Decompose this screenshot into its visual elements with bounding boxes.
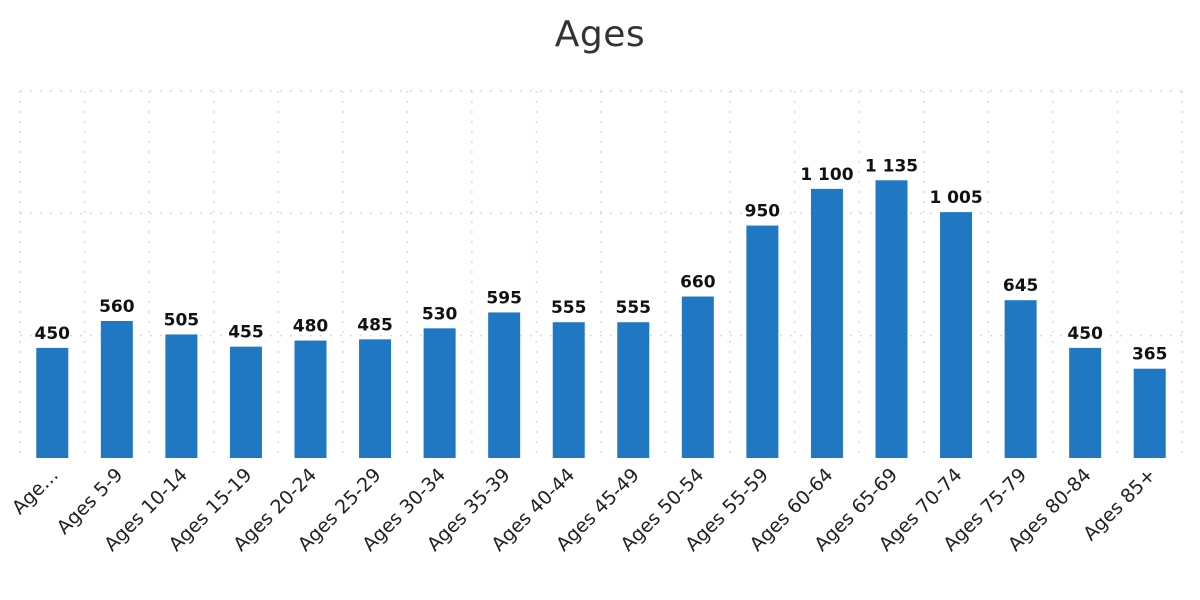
data-label-5: 485 — [357, 315, 393, 335]
data-label-13: 1 135 — [865, 156, 918, 176]
bar-11 — [746, 225, 779, 458]
gridlines — [19, 90, 1183, 458]
data-label-6: 530 — [422, 304, 458, 324]
data-label-3: 455 — [228, 323, 264, 343]
bar-17 — [1133, 368, 1166, 458]
chart-title: Ages — [554, 14, 646, 55]
bar-13 — [875, 180, 908, 458]
bar-6 — [423, 328, 456, 458]
bar-3 — [229, 346, 262, 458]
data-label-15: 645 — [1003, 276, 1039, 296]
bar-8 — [552, 322, 585, 458]
data-label-14: 1 005 — [929, 188, 982, 208]
bar-0 — [36, 347, 69, 458]
data-label-16: 450 — [1067, 324, 1103, 344]
bar-9 — [617, 322, 650, 458]
bar-10 — [681, 296, 714, 458]
bar-1 — [100, 320, 133, 458]
bar-14 — [940, 212, 973, 458]
bar-5 — [359, 339, 392, 458]
bar-7 — [488, 312, 521, 458]
data-label-11: 950 — [745, 202, 781, 222]
bar-2 — [165, 334, 198, 458]
data-label-0: 450 — [35, 324, 71, 344]
bars — [36, 180, 1166, 458]
data-label-4: 480 — [293, 317, 329, 337]
data-label-1: 560 — [99, 297, 135, 317]
data-label-8: 555 — [551, 298, 587, 318]
bar-16 — [1069, 347, 1102, 458]
bar-12 — [810, 188, 843, 458]
data-labels: 450 560 505 455 480 485 530 595 555 555 660 950 1 10… — [35, 156, 1168, 364]
data-label-7: 595 — [486, 288, 522, 308]
data-label-12: 1 100 — [800, 165, 853, 185]
bar-4 — [294, 340, 327, 458]
data-label-2: 505 — [164, 310, 200, 330]
data-label-10: 660 — [680, 273, 716, 293]
data-label-9: 555 — [616, 298, 652, 318]
bar-15 — [1004, 300, 1037, 458]
x-tick-label-0: Age… — [8, 464, 63, 519]
data-label-17: 365 — [1132, 345, 1168, 365]
